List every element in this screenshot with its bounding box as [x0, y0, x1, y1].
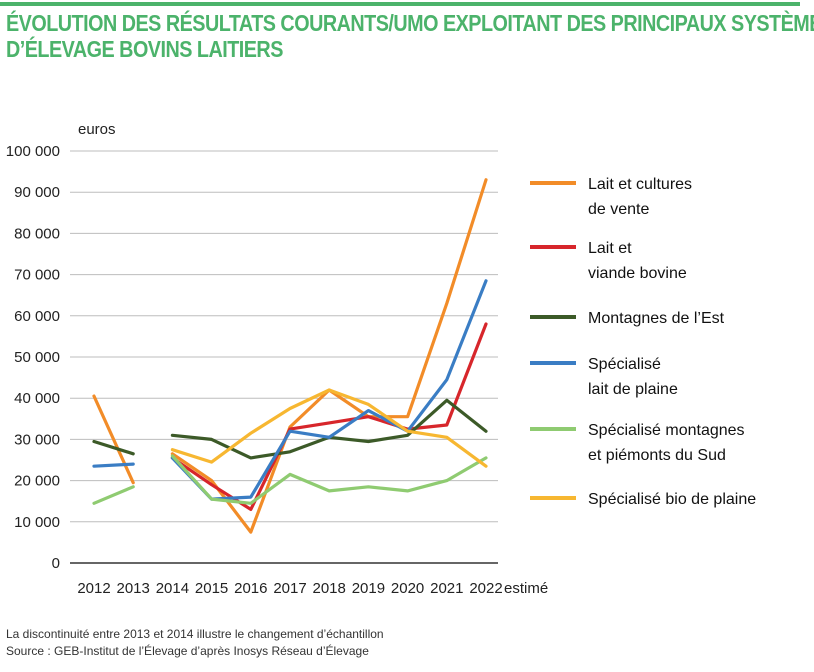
series-line	[170, 398, 488, 460]
legend-label: de vente	[588, 201, 649, 218]
series-line	[170, 388, 488, 468]
y-tick-label: 80 000	[14, 225, 60, 242]
y-tick-label: 60 000	[14, 308, 60, 325]
y-tick-label: 100 000	[6, 143, 60, 160]
y-axis-ticks: 0 10 000 20 000 30 000 40 000 50 000 60 000 70 …	[6, 143, 60, 572]
y-tick-label: 30 000	[14, 431, 60, 448]
x-tick-label: 2017	[273, 580, 306, 597]
legend: Lait et cultures de vente Lait et viande bo…	[530, 176, 756, 508]
series-line	[92, 439, 135, 456]
series-line	[92, 462, 135, 468]
footnote: La discontinuité entre 2013 et 2014 illu…	[6, 627, 384, 641]
footer: La discontinuité entre 2013 et 2014 illu…	[6, 626, 384, 660]
source-note: Source : GEB-Institut de l’Élevage d’apr…	[6, 644, 369, 658]
series-line	[170, 279, 488, 501]
title-rule	[0, 2, 800, 6]
legend-label: et piémonts du Sud	[588, 447, 726, 464]
series-lines	[92, 178, 488, 534]
title-line-2: D’ÉLEVAGE BOVINS LAITIERS	[6, 36, 283, 62]
x-tick-label: 2014	[156, 580, 189, 597]
y-unit-label: euros	[78, 121, 116, 138]
series-line	[92, 485, 135, 505]
legend-label: Spécialisé bio de plaine	[588, 491, 756, 508]
y-tick-label: 0	[52, 555, 60, 572]
gridlines	[70, 150, 498, 564]
series-line	[170, 322, 488, 511]
x-tick-label: 2016	[234, 580, 267, 597]
x-tick-label: 2019	[352, 580, 385, 597]
legend-label: Montagnes de l’Est	[588, 310, 725, 327]
x-tick-label: 2020	[391, 580, 424, 597]
title-line-1: ÉVOLUTION DES RÉSULTATS COURANTS/UMO EXP…	[6, 10, 814, 36]
x-tick-label: 2013	[117, 580, 150, 597]
legend-label: lait de plaine	[588, 381, 678, 398]
legend-label: Spécialisé	[588, 356, 661, 373]
y-tick-label: 90 000	[14, 184, 60, 201]
series-line	[92, 394, 135, 485]
y-tick-label: 20 000	[14, 473, 60, 490]
y-tick-label: 70 000	[14, 267, 60, 284]
legend-label: viande bovine	[588, 265, 687, 282]
legend-label: Spécialisé montagnes	[588, 422, 745, 439]
x-tick-label: 2015	[195, 580, 228, 597]
x-axis-ticks: 2012 2013 2014 2015 2016 2017 2018 2019 2020 2021…	[77, 580, 548, 597]
y-tick-label: 40 000	[14, 390, 60, 407]
x-tick-label: 2022	[469, 580, 502, 597]
x-tick-estimate-label: estimé	[504, 580, 548, 597]
y-tick-label: 50 000	[14, 349, 60, 366]
legend-label: Lait et	[588, 240, 632, 257]
series-line	[170, 178, 488, 534]
x-tick-label: 2021	[430, 580, 463, 597]
legend-label: Lait et cultures	[588, 176, 692, 193]
x-tick-label: 2012	[77, 580, 110, 597]
y-tick-label: 10 000	[14, 514, 60, 531]
x-tick-label: 2018	[313, 580, 346, 597]
chart-title: ÉVOLUTION DES RÉSULTATS COURANTS/UMO EXP…	[6, 10, 814, 62]
series-line	[170, 454, 488, 505]
line-chart: 0 10 000 20 000 30 000 40 000 50 000 60 000 70 …	[6, 121, 756, 597]
